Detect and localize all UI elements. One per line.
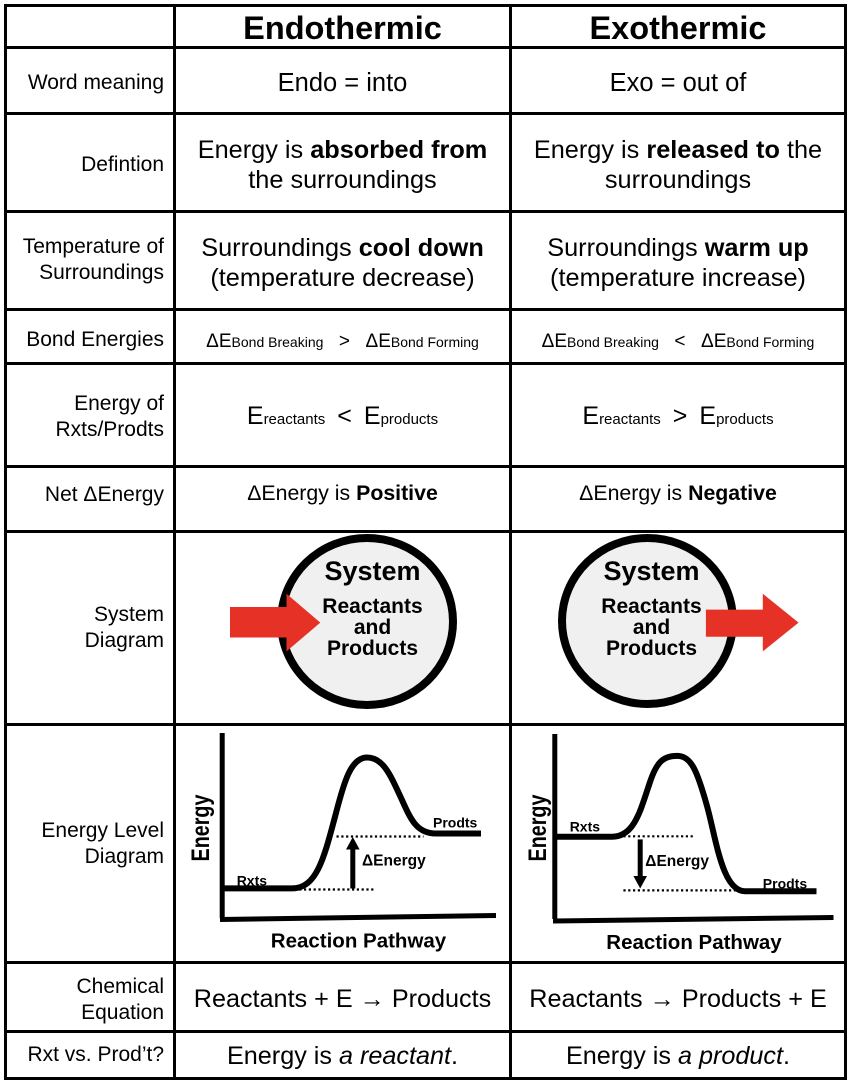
svg-text:Rxts: Rxts (237, 872, 268, 888)
svg-text:Rxts: Rxts (570, 819, 601, 835)
svg-text:Energy: Energy (187, 794, 215, 861)
svg-text:Energy: Energy (524, 794, 552, 861)
svg-text:ΔEnergy: ΔEnergy (362, 853, 426, 870)
svg-text:Reaction Pathway: Reaction Pathway (606, 931, 782, 954)
svg-text:Reaction Pathway: Reaction Pathway (271, 930, 447, 953)
svg-text:Prodts: Prodts (763, 875, 808, 891)
svg-text:ΔEnergy: ΔEnergy (645, 853, 709, 870)
svg-text:Prodts: Prodts (433, 815, 478, 831)
